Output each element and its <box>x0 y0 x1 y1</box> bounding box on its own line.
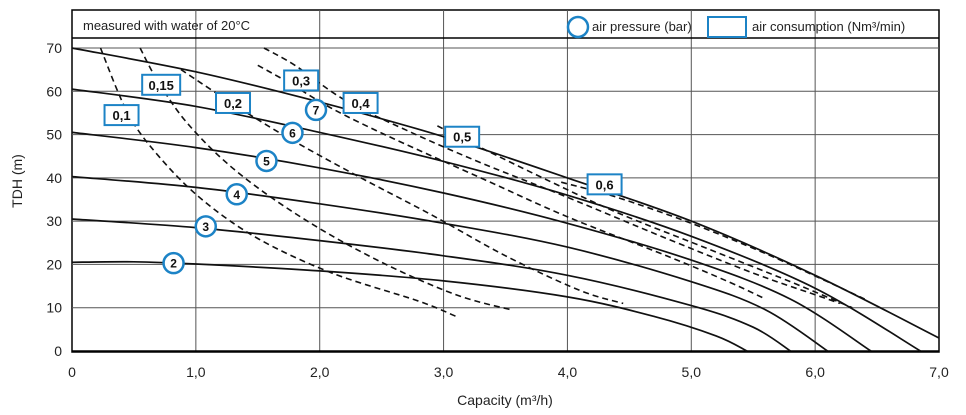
grid <box>72 10 939 352</box>
pressure-label: 3 <box>202 220 209 234</box>
pressure-label: 4 <box>233 188 240 202</box>
legend-consumption-label: air consumption (Nm³/min) <box>752 19 905 34</box>
x-axis-label: Capacity (m³/h) <box>457 392 553 408</box>
x-tick-label: 1,0 <box>186 364 206 380</box>
curve-labels: 0,1 0,15 0,2 0,3 0,4 0,5 0,6 2 3 4 5 6 7 <box>103 69 623 275</box>
pressure-lines <box>71 47 940 352</box>
pressure-label-circle <box>225 183 248 206</box>
pressure-label: 7 <box>313 103 320 117</box>
air-consumption-label-box <box>283 69 320 92</box>
air-consumption-lines <box>99 47 866 318</box>
pressure-label: 5 <box>263 154 270 168</box>
air-consumption-line <box>263 47 841 305</box>
y-tick-label: 40 <box>46 170 62 186</box>
pressure-label: 2 <box>170 257 177 271</box>
pressure-line <box>71 88 921 352</box>
legend-row: measured with water of 20°C air pressure… <box>83 15 905 39</box>
pressure-line <box>71 47 940 339</box>
pressure-line <box>71 131 872 352</box>
air-consumption-label: 0,4 <box>352 96 371 111</box>
note-text: measured with water of 20°C <box>83 18 250 33</box>
air-consumption-label: 0,5 <box>453 130 471 145</box>
pressure-line <box>71 175 828 352</box>
air-consumption-label: 0,15 <box>149 78 174 93</box>
y-tick-label: 10 <box>46 300 62 316</box>
x-tick-label: 3,0 <box>434 364 454 380</box>
pressure-label: 6 <box>289 126 296 140</box>
air-consumption-label-box <box>342 91 379 114</box>
y-axis-label: TDH (m) <box>9 154 25 208</box>
pressure-label-circle <box>281 121 304 145</box>
x-tick-label: 2,0 <box>310 364 330 380</box>
y-tick-label: 20 <box>46 256 62 272</box>
y-tick-label: 50 <box>46 127 62 143</box>
legend-box-icon <box>707 16 747 38</box>
y-tick-label: 0 <box>54 343 62 359</box>
x-tick-label: 7,0 <box>929 364 949 380</box>
y-tick-label: 60 <box>46 83 62 99</box>
air-consumption-label-box <box>586 173 623 196</box>
plot-frame <box>71 9 940 353</box>
pressure-label-circle <box>255 149 278 173</box>
air-consumption-line <box>437 125 853 309</box>
air-consumption-label-box <box>444 125 481 148</box>
air-consumption-label-box <box>141 73 182 96</box>
x-tick-label: 0 <box>68 364 76 380</box>
x-tick-label: 5,0 <box>682 364 702 380</box>
legend-circle-icon <box>566 15 590 39</box>
air-consumption-label: 0,3 <box>292 73 310 88</box>
air-consumption-line <box>257 64 766 300</box>
air-consumption-label: 0,2 <box>224 96 242 111</box>
legend-pressure-label: air pressure (bar) <box>592 19 692 34</box>
air-consumption-label-box <box>103 104 140 127</box>
air-consumption-label: 0,1 <box>113 108 131 123</box>
air-consumption-line <box>180 68 624 305</box>
air-consumption-line <box>560 181 866 300</box>
air-consumption-label-box <box>215 91 252 114</box>
air-consumption-label: 0,6 <box>596 177 614 192</box>
pressure-label-circle <box>162 251 185 275</box>
pressure-label-circle <box>304 98 328 122</box>
y-tick-label: 70 <box>46 40 62 56</box>
pressure-label-circle <box>194 215 218 238</box>
x-tick-label: 4,0 <box>558 364 578 380</box>
x-tick-label: 6,0 <box>805 364 825 380</box>
tick-labels: 0 1,0 2,0 3,0 4,0 5,0 6,0 7,0 0 10 20 30 40 50 60 70 <box>46 40 949 380</box>
y-tick-label: 30 <box>46 213 62 229</box>
